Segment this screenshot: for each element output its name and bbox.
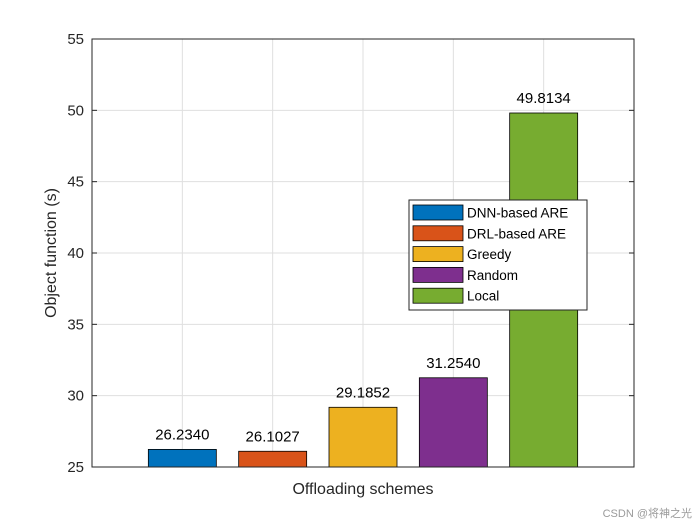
legend: DNN-based ARE DRL-based ARE Greedy Random Lo… [408, 199, 588, 311]
legend-swatch [412, 287, 464, 304]
y-tick-label: 25 [67, 459, 84, 476]
legend-swatch [412, 266, 464, 283]
y-tick-label: 30 [67, 388, 84, 405]
legend-label: Random [467, 268, 518, 283]
bar-dnn-based-are [147, 448, 217, 468]
y-tick-label: 55 [67, 31, 84, 48]
bar-drl-based-are [238, 450, 308, 468]
legend-label: Greedy [467, 247, 512, 262]
legend-label: DNN-based ARE [467, 206, 568, 221]
data-label: 26.2340 [155, 426, 209, 443]
y-tick-label: 35 [67, 316, 84, 333]
y-tick-label: 50 [67, 102, 84, 119]
data-label: 29.1852 [336, 384, 390, 401]
data-label: 31.2540 [426, 355, 480, 372]
y-axis-ticks: 25 30 35 40 45 50 55 [67, 31, 634, 476]
bar-greedy [328, 406, 398, 468]
data-label: 26.1027 [246, 428, 300, 445]
legend-swatch [412, 204, 464, 221]
y-tick-label: 45 [67, 174, 84, 191]
watermark: CSDN @将神之光 [602, 508, 692, 520]
data-label: 49.8134 [517, 90, 571, 107]
y-axis-label: Object function (s) [43, 188, 60, 318]
data-labels-group: 26.2340 26.1027 29.1852 31.2540 49.8134 [155, 90, 571, 445]
legend-label: DRL-based ARE [467, 226, 566, 241]
bar-random [418, 377, 488, 468]
legend-label: Local [467, 289, 499, 304]
legend-swatch [412, 246, 464, 263]
y-tick-label: 40 [67, 245, 84, 262]
x-axis-label: Offloading schemes [292, 481, 433, 498]
legend-swatch [412, 225, 464, 242]
